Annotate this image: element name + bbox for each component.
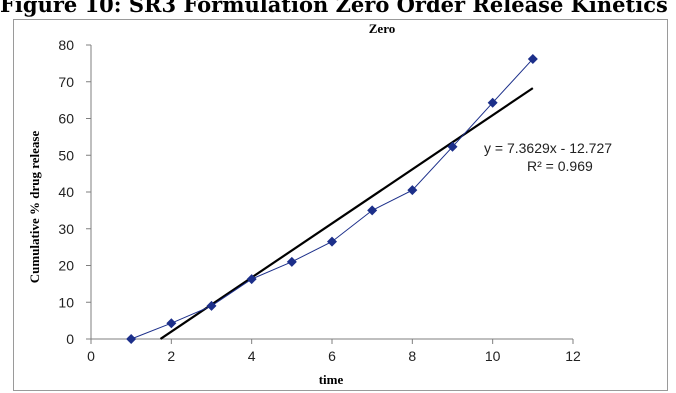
y-tick-label: 20 <box>58 258 74 274</box>
axes <box>86 44 574 344</box>
x-tick-label: 12 <box>565 348 581 364</box>
data-point-marker <box>126 334 137 344</box>
data-point-marker <box>206 300 217 311</box>
x-axis-title: time <box>319 372 344 387</box>
data-point-marker <box>246 274 257 285</box>
x-tick-label: 0 <box>87 348 95 364</box>
x-tick-label: 2 <box>167 348 175 364</box>
data-point-marker <box>447 141 458 152</box>
y-tick-label: 30 <box>58 221 74 237</box>
trendline-layer <box>159 87 534 340</box>
y-tick-label: 70 <box>58 74 74 90</box>
x-tick-label: 8 <box>408 348 416 364</box>
x-tick-label: 4 <box>248 348 256 364</box>
figure-caption: Figure 10: SR3 Formulation Zero Order Re… <box>0 0 668 17</box>
x-tick-label: 10 <box>485 348 501 364</box>
y-tick-label: 10 <box>58 294 74 310</box>
data-point-marker <box>166 318 177 329</box>
y-tick-label: 0 <box>66 331 74 347</box>
trendline-r-squared: R² = 0.969 <box>527 158 593 174</box>
chart-title: Zero <box>369 21 395 36</box>
data-point-marker <box>286 256 297 267</box>
data-point-marker <box>367 205 378 216</box>
y-tick-label: 50 <box>58 147 74 163</box>
trendline <box>159 87 534 340</box>
data-point-marker <box>407 185 418 196</box>
y-tick-label: 40 <box>58 184 74 200</box>
y-tick-label: 60 <box>58 111 74 127</box>
y-tick-label: 80 <box>58 37 74 53</box>
x-tick-label: 6 <box>328 348 336 364</box>
data-point-marker <box>327 236 337 247</box>
data-point-marker <box>527 53 538 64</box>
tick-labels: 0 10 20 30 40 50 60 70 80 0 2 4 6 8 10 12 <box>58 37 581 364</box>
y-axis-title: Cumulative % drug release <box>27 131 42 284</box>
series-layer <box>126 53 538 344</box>
data-point-marker <box>487 97 498 108</box>
chart-area-border <box>13 19 668 391</box>
trendline-equation: y = 7.3629x - 12.727 <box>484 140 612 156</box>
